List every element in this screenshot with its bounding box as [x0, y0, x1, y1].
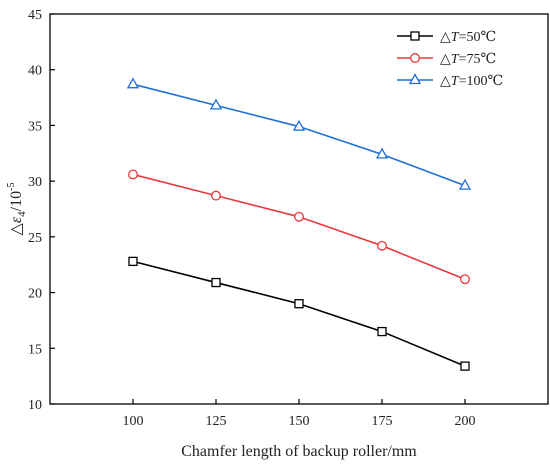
legend-label-variable: T — [451, 74, 460, 89]
data-point — [294, 211, 304, 222]
y-axis-label-prefix: △ε — [8, 216, 25, 235]
y-tick-label: 30 — [28, 175, 42, 190]
legend-marker — [410, 53, 420, 63]
data-point — [460, 361, 470, 371]
y-axis-label-subscript: 4 — [16, 211, 28, 217]
data-point — [128, 256, 138, 267]
y-tick-label: 25 — [28, 231, 42, 246]
data-point — [211, 190, 221, 201]
y-tick-label: 35 — [28, 119, 42, 134]
series-1 — [128, 256, 470, 371]
legend: △T=50℃△T=75℃△T=100℃ — [397, 30, 503, 89]
data-point — [460, 274, 470, 285]
data-point — [294, 299, 304, 309]
data-point — [128, 169, 138, 180]
data-point — [377, 240, 387, 251]
legend-label-variable: T — [451, 30, 460, 45]
y-axis-label-exponent: -5 — [6, 183, 17, 191]
legend-label-variable: T — [451, 52, 460, 67]
legend-label: △T=100℃ — [440, 74, 503, 89]
legend-item: △T=75℃ — [397, 52, 496, 67]
legend-item: △T=100℃ — [397, 73, 503, 89]
series-line — [132, 173, 466, 280]
y-tick-label: 10 — [28, 398, 42, 413]
y-tick-label: 40 — [28, 64, 42, 79]
series-line — [132, 260, 466, 367]
y-axis-label-unit: /10 — [8, 191, 25, 211]
series-3 — [126, 77, 472, 190]
legend-marker — [408, 73, 422, 85]
y-axis: 10 15 20 25 30 35 40 45 — [28, 8, 55, 413]
legend-label-prefix: △ — [440, 74, 451, 89]
legend-marker — [410, 31, 420, 41]
data-point — [377, 326, 387, 337]
legend-item: △T=50℃ — [397, 30, 496, 45]
legend-label-suffix: =75℃ — [459, 52, 497, 67]
x-tick-label: 150 — [289, 414, 310, 429]
data-point — [209, 98, 223, 110]
data-point — [211, 277, 221, 288]
data-point — [292, 119, 306, 131]
x-tick-label: 125 — [206, 414, 227, 429]
y-tick-label: 20 — [28, 287, 42, 302]
y-tick-label: 45 — [28, 8, 42, 23]
legend-label-suffix: =50℃ — [459, 30, 497, 45]
x-tick-label: 100 — [123, 414, 144, 429]
x-tick-label: 200 — [455, 414, 476, 429]
legend-label-prefix: △ — [440, 52, 451, 67]
x-tick-label: 175 — [372, 414, 393, 429]
data-point — [375, 147, 389, 159]
series-line — [132, 83, 466, 187]
series-layer — [126, 77, 472, 371]
data-point — [458, 178, 472, 190]
plot-frame — [49, 13, 549, 405]
x-axis: 100 125 150 175 200 — [123, 399, 476, 429]
data-point — [126, 77, 140, 89]
legend-label: △T=75℃ — [440, 52, 496, 67]
y-tick-label: 15 — [28, 342, 42, 357]
legend-label-suffix: =100℃ — [459, 74, 504, 89]
y-axis-label: △ε4/10-5 — [6, 183, 28, 236]
legend-label-prefix: △ — [440, 30, 451, 45]
series-2 — [128, 169, 470, 285]
legend-label: △T=50℃ — [440, 30, 496, 45]
x-axis-label: Chamfer length of backup roller/mm — [181, 443, 417, 460]
